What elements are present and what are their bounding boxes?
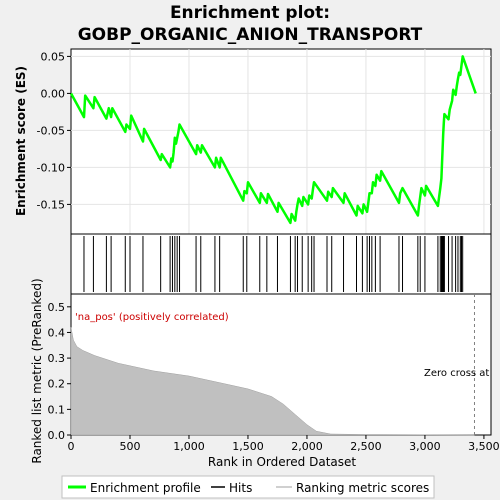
- metric-x-ticks: 0 500 1,000 1,500 2,000 2,500 3,000 3,500: [68, 435, 500, 453]
- legend-hits-label: Hits: [229, 481, 252, 495]
- na-pos-label: 'na_pos' (positively correlated): [75, 312, 229, 323]
- zero-cross-label: Zero cross at: [424, 368, 489, 379]
- es-y-tick-label: -0.15: [37, 198, 65, 211]
- es-y-axis-label: Enrichment score (ES): [14, 66, 28, 216]
- chart-title: Enrichment plot: GOBP_ORGANIC_ANION_TRAN…: [0, 2, 500, 46]
- metric-x-tick-label: 500: [119, 440, 140, 453]
- legend-box: [61, 475, 435, 499]
- legend-metric-label: Ranking metric scores: [296, 481, 429, 495]
- es-panel: [70, 48, 492, 235]
- metric-y-tick-label: 0.4: [48, 326, 66, 339]
- es-y-ticks: 0.05 0.00 -0.05 -0.10 -0.15: [37, 50, 71, 211]
- metric-x-axis-label: Rank in Ordered Dataset: [208, 455, 356, 469]
- es-y-tick-label: 0.00: [41, 87, 66, 100]
- metric-y-tick-label: 0.1: [48, 403, 66, 416]
- metric-x-tick-label: 3,000: [409, 440, 441, 453]
- metric-y-tick-label: 0.5: [48, 301, 66, 314]
- metric-y-ticks: 0.0 0.1 0.2 0.3 0.4 0.5: [48, 301, 71, 442]
- hits-panel: [70, 233, 492, 295]
- chart-title-line1: Enrichment plot:: [169, 3, 331, 23]
- metric-x-tick-label: 2,500: [350, 440, 382, 453]
- es-y-tick-label: -0.05: [37, 124, 65, 137]
- metric-x-tick-label: 1,000: [173, 440, 205, 453]
- metric-x-tick-label: 1,500: [232, 440, 264, 453]
- chart-title-line2: GOBP_ORGANIC_ANION_TRANSPORT: [77, 25, 423, 45]
- ranking-metric-area: [70, 327, 475, 436]
- metric-x-tick-label: 3,500: [468, 440, 500, 453]
- hits-markers: [83, 236, 464, 292]
- es-y-tick-label: -0.10: [37, 161, 65, 174]
- metric-y-tick-label: 0.0: [48, 429, 66, 442]
- metric-y-axis-label: Ranked list metric (PreRanked): [30, 278, 44, 463]
- legend: Enrichment profile Hits Ranking metric s…: [61, 475, 435, 499]
- legend-enrichment-label: Enrichment profile: [90, 481, 201, 495]
- enrichment-profile-line: [69, 55, 477, 225]
- es-y-tick-label: 0.05: [41, 50, 66, 63]
- metric-x-tick-label: 0: [68, 440, 75, 453]
- metric-y-tick-label: 0.2: [48, 378, 66, 391]
- metric-y-tick-label: 0.3: [48, 352, 66, 365]
- metric-x-tick-label: 2,000: [291, 440, 323, 453]
